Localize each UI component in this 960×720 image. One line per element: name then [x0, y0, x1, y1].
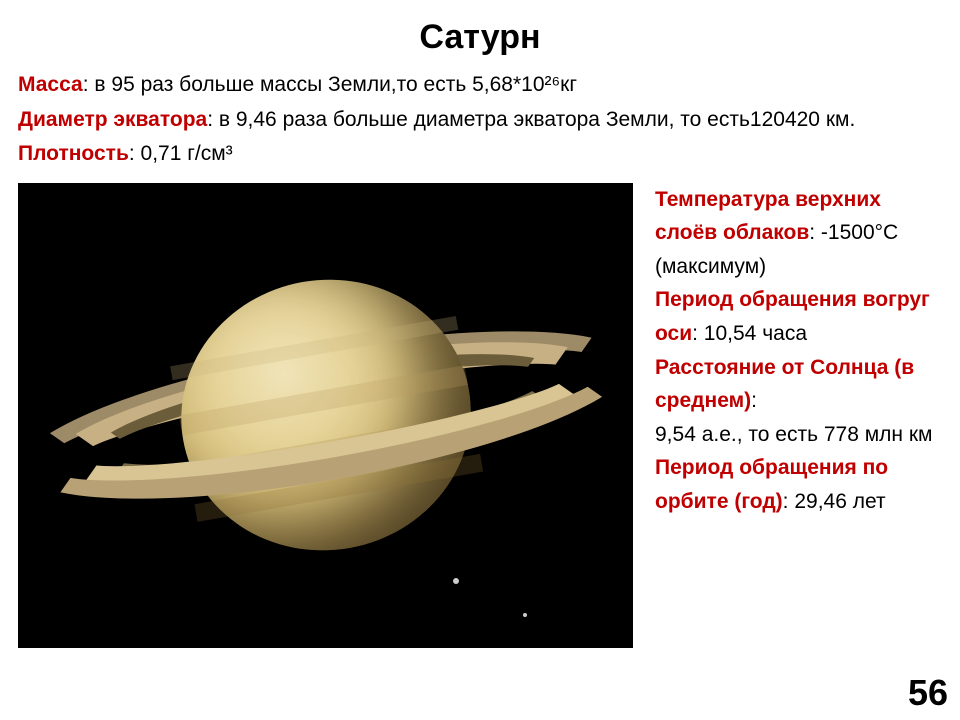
moon-dot — [523, 613, 527, 617]
mass-label: Масса — [18, 73, 83, 96]
density-label: Плотность — [18, 142, 129, 165]
distance-value: 9,54 а.е., то есть 778 млн км — [655, 418, 942, 452]
diameter-label: Диаметр экватора — [18, 108, 207, 131]
page-number: 56 — [908, 672, 948, 714]
density-text: : 0,71 г/см³ — [129, 142, 233, 165]
right-facts-block: Температура верхних слоёв облаков: -1500… — [633, 183, 942, 648]
fact-temperature: Температура верхних слоёв облаков: -1500… — [655, 183, 942, 284]
top-facts-block: Масса: в 95 раз больше массы Земли,то ес… — [0, 69, 960, 183]
mass-text: : в 95 раз больше массы Земли,то есть 5,… — [83, 73, 577, 96]
lower-area: Температура верхних слоёв облаков: -1500… — [0, 183, 960, 648]
fact-distance: Расстояние от Солнца (в среднем): — [655, 351, 942, 418]
distance-label: Расстояние от Солнца (в среднем) — [655, 356, 914, 413]
fact-mass: Масса: в 95 раз больше массы Земли,то ес… — [18, 69, 942, 102]
diameter-text: : в 9,46 раза больше диаметра экватора З… — [207, 108, 855, 131]
orbit-text: : 29,46 лет — [783, 490, 886, 513]
distance-text: : — [751, 389, 757, 412]
saturn-illustration — [159, 257, 491, 573]
fact-rotation: Период обращения вогруг оси: 10,54 часа — [655, 283, 942, 350]
fact-diameter: Диаметр экватора: в 9,46 раза больше диа… — [18, 104, 942, 137]
rotation-text: : 10,54 часа — [692, 322, 807, 345]
cloud-band — [170, 316, 458, 380]
saturn-image — [18, 183, 633, 648]
fact-density: Плотность: 0,71 г/см³ — [18, 138, 942, 171]
fact-orbit: Период обращения по орбите (год): 29,46 … — [655, 451, 942, 518]
moon-dot — [453, 578, 459, 584]
page-title: Сатурн — [0, 0, 960, 69]
